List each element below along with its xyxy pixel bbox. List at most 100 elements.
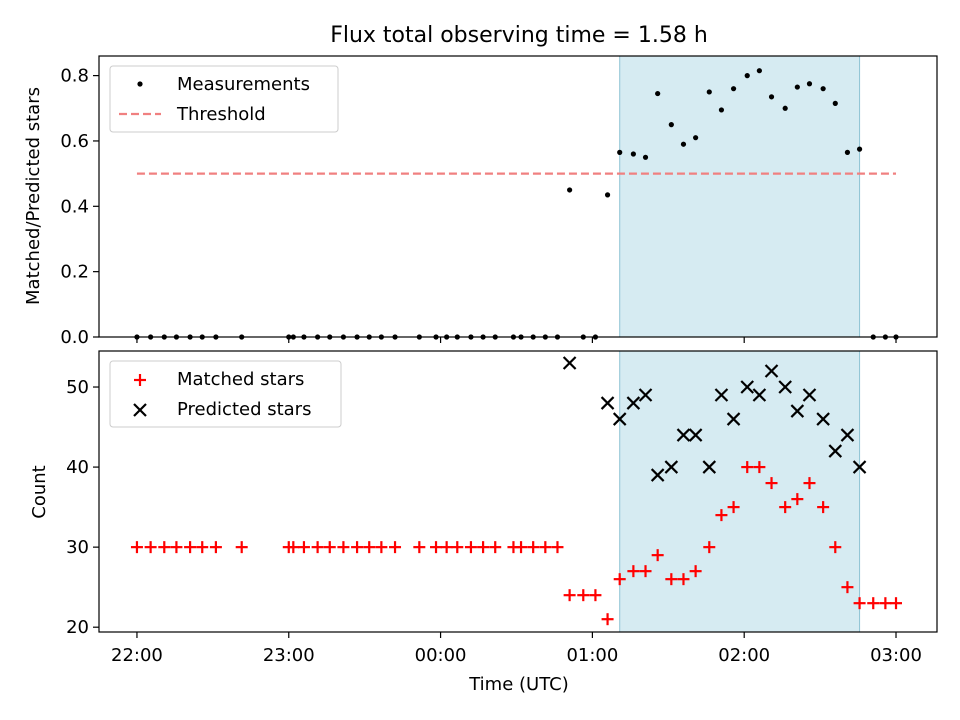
predicted-stars-point: [816, 412, 830, 426]
matched-stars-point: [440, 541, 453, 554]
legend-measurements-label: Measurements: [177, 74, 310, 95]
measurement-point: [806, 81, 813, 87]
predicted-stars-point: [802, 388, 817, 402]
x-tick-label: 03:00: [870, 645, 922, 666]
matched-stars-point: [539, 541, 552, 554]
bottom-legend: Matched stars Predicted stars: [109, 360, 342, 428]
matched-stars-point: [677, 573, 690, 586]
matched-stars-point: [287, 541, 300, 554]
matched-stars-point: [363, 541, 376, 554]
matched-stars-point: [665, 573, 678, 586]
legend-predicted-label: Predicted stars: [177, 399, 311, 420]
bottom-legend-box: [109, 360, 342, 428]
measurement-point: [642, 154, 649, 160]
bottom-series: [130, 356, 903, 626]
matched-stars-point: [563, 589, 576, 602]
predicted-stars-point: [726, 412, 741, 426]
predicted-stars-point: [626, 396, 641, 410]
matched-stars-point: [817, 501, 830, 514]
top-axes-frame: [98, 55, 938, 338]
legend-matched-marker: [134, 374, 146, 386]
matched-stars-point: [130, 541, 143, 554]
measurement-point: [768, 94, 775, 100]
matched-stars-point: [235, 541, 248, 554]
measurement-point: [832, 100, 838, 106]
matched-stars-point: [451, 541, 464, 554]
matched-stars-point: [184, 541, 197, 554]
predicted-stars-point: [664, 460, 679, 474]
measurement-point: [718, 107, 725, 113]
measurement-point: [844, 149, 851, 155]
predicted-stars-point: [676, 428, 691, 442]
matched-stars-point: [144, 541, 157, 554]
predicted-stars-point: [600, 396, 615, 410]
x-tick-label: 23:00: [263, 645, 315, 666]
top-observing-window: [619, 55, 861, 338]
measurement-point: [730, 86, 737, 92]
matched-stars-point: [464, 541, 477, 554]
predicted-stars-point: [740, 380, 755, 394]
top-legend: Measurements Threshold: [109, 65, 339, 133]
matched-stars-point: [515, 541, 528, 554]
y-tick-label: 0.2: [60, 262, 89, 283]
matched-stars-point: [589, 589, 602, 602]
predicted-stars-point: [650, 468, 665, 482]
legend-predicted-marker: [133, 403, 147, 417]
matched-stars-point: [651, 549, 664, 562]
matched-stars-point: [601, 613, 614, 626]
matched-stars-point: [170, 541, 183, 554]
matched-stars-point: [627, 565, 640, 578]
matched-stars-point: [613, 573, 626, 586]
matched-stars-point: [703, 541, 716, 554]
y-tick-label: 20: [66, 617, 89, 638]
y-tick-label: 0.8: [60, 66, 89, 87]
y-tick-label: 30: [66, 537, 89, 558]
predicted-stars-point: [702, 460, 717, 474]
matched-stars-point: [791, 493, 804, 506]
top-legend-box: [109, 65, 339, 133]
predicted-stars-point: [840, 428, 855, 442]
matched-stars-point: [489, 541, 502, 554]
x-tick-label: 02:00: [718, 645, 770, 666]
x-axis-label: Time (UTC): [468, 674, 569, 695]
predicted-stars-point: [638, 388, 653, 402]
y-tick-label: 0.4: [60, 196, 89, 217]
measurement-point: [680, 141, 687, 147]
measurement-point: [782, 105, 788, 111]
predicted-stars-point: [612, 412, 627, 426]
matched-stars-point: [765, 477, 778, 490]
measurement-point: [856, 146, 863, 152]
matched-stars-point: [689, 565, 702, 578]
legend-threshold-label: Threshold: [176, 104, 266, 125]
observing-window-span: [619, 55, 861, 338]
predicted-stars-point: [714, 388, 729, 402]
matched-stars-point: [753, 461, 766, 474]
matched-stars-point: [741, 461, 754, 474]
top-y-axis: 0.0 0.2 0.4 0.6 0.8: [60, 66, 99, 348]
measurement-point: [693, 135, 699, 141]
y-tick-label: 0.6: [60, 131, 89, 152]
matched-stars-point: [413, 541, 426, 554]
matched-stars-point: [879, 597, 892, 610]
predicted-stars-point: [852, 460, 867, 474]
predicted-stars-point: [562, 356, 577, 370]
matched-stars-point: [430, 541, 443, 554]
y-tick-label: 50: [66, 377, 89, 398]
chart-title: Flux total observing time = 1.58 h: [330, 23, 708, 48]
matched-stars-point: [351, 541, 364, 554]
matched-stars-point: [209, 541, 222, 554]
matched-stars-point: [196, 541, 209, 554]
measurement-point: [756, 68, 762, 74]
top-panel: 0.00.20.40.60.8 Matched/Predicted stars …: [23, 55, 938, 348]
matched-stars-point: [477, 541, 490, 554]
measurement-point: [744, 73, 750, 79]
measurement-point: [706, 89, 712, 95]
bottom-axes-frame: [98, 350, 938, 633]
matched-stars-point: [853, 597, 866, 610]
measurements-series: [134, 68, 899, 340]
measurement-point: [655, 90, 661, 97]
bottom-x-axis: 22:00 23:00 00:00 01:00 02:00 03:00: [111, 632, 922, 666]
measurement-point: [630, 151, 636, 157]
observing-window-span: [619, 350, 861, 633]
